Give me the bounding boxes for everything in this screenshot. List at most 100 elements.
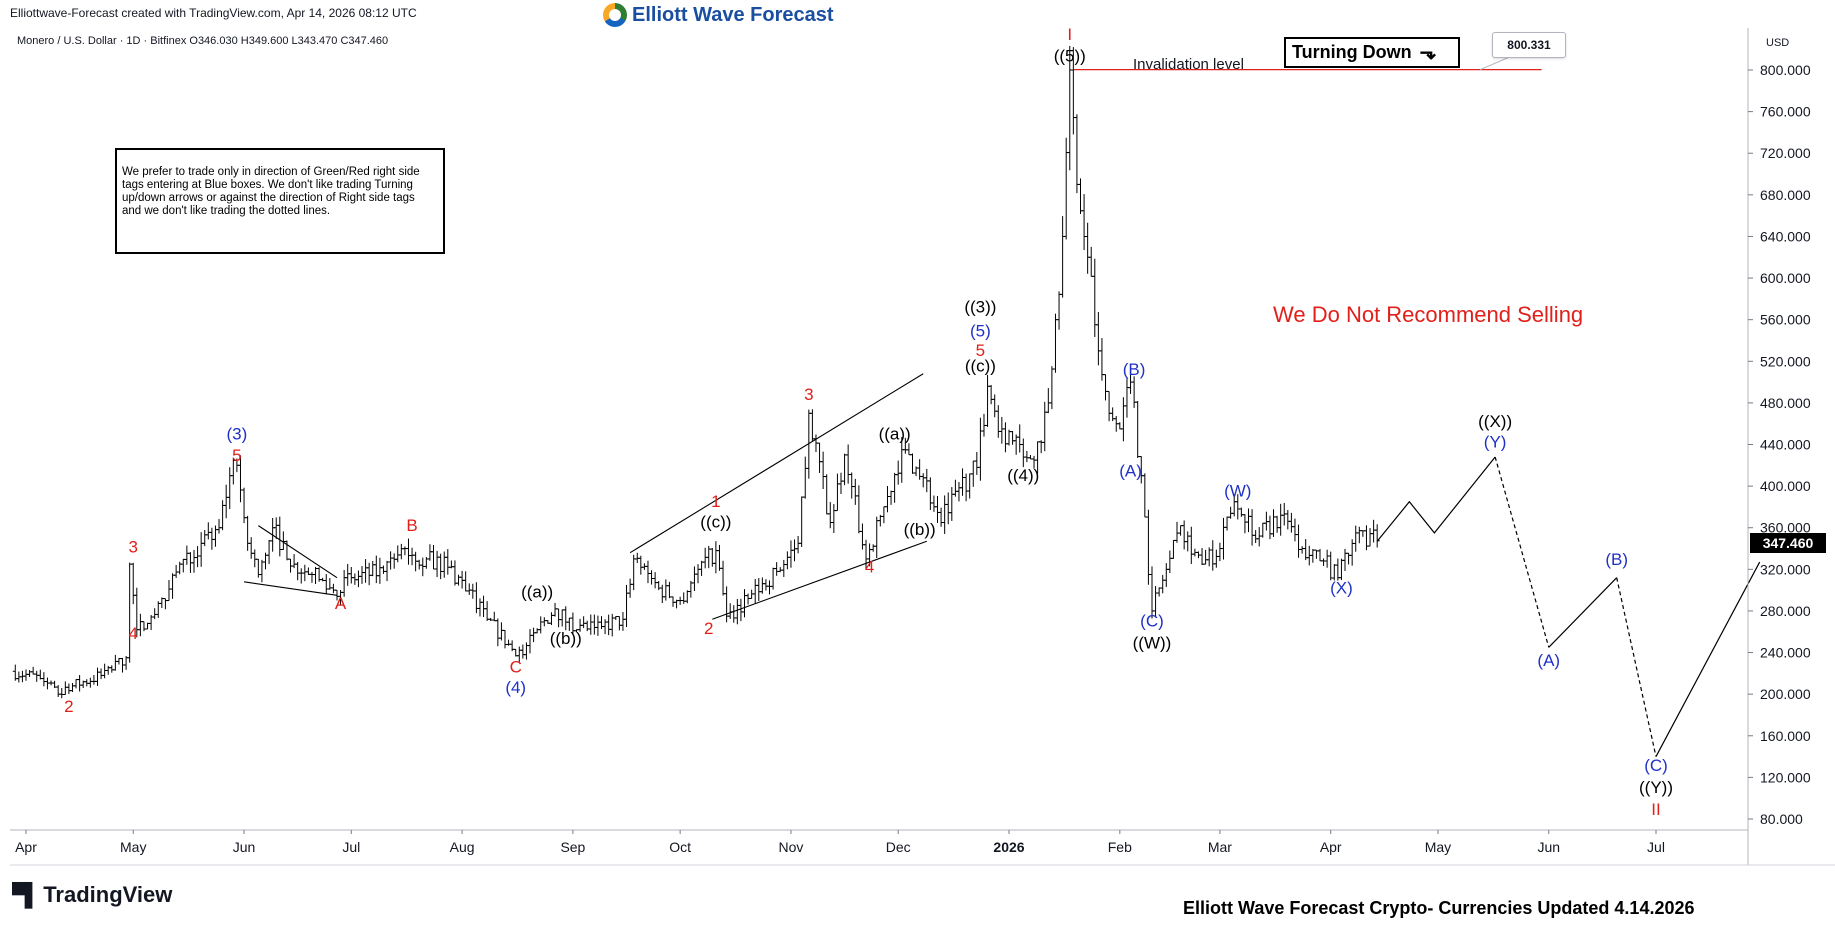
ohlc-bar [388, 551, 394, 570]
ohlc-bar [884, 486, 890, 513]
x-tick-label: Jun [1537, 839, 1560, 855]
ohlc-bar [398, 543, 404, 560]
symbol-info[interactable]: Monero / U.S. Dollar · 1D · Bitfinex O34… [17, 35, 389, 47]
ohlc-bar [809, 409, 815, 441]
ohlc-bar [1238, 507, 1244, 517]
ohlc-bar [591, 614, 597, 635]
ohlc-bar [942, 495, 948, 534]
ohlc-bar [638, 555, 644, 575]
trading-note: We prefer to trade only in direction of … [115, 148, 445, 254]
ohlc-bar [985, 374, 991, 427]
y-tick-label: 640.000 [1760, 228, 1811, 244]
ohlc-bar [588, 614, 594, 635]
ohlc-bar [1117, 422, 1123, 430]
ohlc-bar [599, 616, 605, 630]
ohlc-bar [1163, 563, 1169, 587]
ohlc-bar [112, 654, 118, 671]
projection-path [1376, 456, 1496, 542]
ohlc-bar [416, 559, 422, 570]
ohlc-bar [709, 547, 715, 567]
y-tick-label: 240.000 [1760, 645, 1811, 661]
ohlc-bar [974, 451, 980, 475]
wave-label: ((X)) [1478, 412, 1512, 431]
ohlc-bar [1120, 397, 1126, 442]
wave-label: B [406, 516, 417, 535]
brand-globe-icon [603, 3, 627, 27]
ohlc-bar [935, 496, 941, 523]
ohlc-bar [1267, 515, 1273, 540]
ohlc-bar [41, 672, 47, 687]
wave-label: (Y) [1484, 433, 1507, 452]
ohlc-bar [137, 613, 143, 637]
ohlc-bar [373, 555, 379, 584]
ohlc-bar [1020, 438, 1026, 468]
ohlc-bar [127, 562, 133, 663]
ohlc-bar [734, 598, 740, 625]
turning-down-tag: Turning Down ⬎ [1284, 37, 1460, 68]
ohlc-bar [1081, 194, 1087, 251]
ohlc-bar [999, 416, 1005, 444]
ohlc-bar [1167, 550, 1173, 574]
x-tick-label: Jul [342, 839, 360, 855]
ohlc-bar [202, 530, 208, 547]
x-tick-label: Nov [779, 839, 804, 855]
ohlc-bar [445, 549, 451, 575]
ohlc-bar [1346, 552, 1352, 565]
x-tick-label: Apr [15, 839, 37, 855]
ohlc-bar [534, 628, 540, 634]
ohlc-bar [1278, 503, 1284, 536]
ohlc-bar [1203, 549, 1209, 565]
ohlc-bar [273, 517, 279, 539]
y-tick-label: 160.000 [1760, 728, 1811, 744]
x-tick-label: 2026 [993, 839, 1024, 855]
ohlc-bar [87, 677, 93, 688]
ohlc-bar [874, 516, 880, 558]
tradingview-logo[interactable]: ▀▌ TradingView [12, 882, 172, 908]
ohlc-bar [881, 506, 887, 524]
ohlc-bar [699, 560, 705, 576]
ohlc-bar [556, 608, 562, 628]
turning-down-label: Turning Down [1292, 42, 1412, 62]
ohlc-bar [624, 584, 630, 628]
recommendation-text: We Do Not Recommend Selling [1273, 302, 1584, 327]
ohlc-bar [1085, 222, 1091, 274]
wave-label: I [1067, 25, 1072, 44]
y-tick-label: 520.000 [1760, 353, 1811, 369]
ohlc-bar [777, 567, 783, 573]
ohlc-bar [69, 682, 75, 692]
ohlc-bar [1217, 542, 1223, 562]
wave-label: ((a)) [521, 582, 553, 601]
ohlc-bar [1224, 516, 1230, 531]
ohlc-bar [702, 547, 708, 569]
ohlc-bar [1260, 522, 1266, 538]
trendline [243, 581, 338, 596]
wave-label: (4) [505, 678, 526, 697]
ohlc-bar [341, 569, 347, 597]
ohlc-bar [795, 535, 801, 554]
ohlc-bar [348, 566, 354, 584]
ohlc-bar [391, 553, 397, 569]
ohlc-bar [170, 573, 176, 599]
ohlc-bar [1170, 539, 1176, 559]
trendline [712, 540, 927, 620]
ohlc-bar [1124, 376, 1130, 418]
ohlc-bar [663, 579, 669, 601]
ohlc-bar [781, 559, 787, 577]
ohlc-bar [109, 665, 115, 673]
ohlc-bar [1371, 519, 1377, 543]
ohlc-bar [1185, 531, 1191, 552]
ohlc-bar [313, 566, 319, 585]
brand-logo: Elliott Wave Forecast [603, 2, 834, 28]
ohlc-bar [870, 544, 876, 552]
wave-label: (X) [1330, 578, 1353, 597]
wave-label: ((a)) [879, 424, 911, 443]
trend-down-icon: ⬎ [1419, 42, 1437, 64]
ohlc-bar [1074, 114, 1080, 194]
ohlc-bar [802, 456, 808, 499]
currency-label[interactable]: USD [1766, 37, 1790, 49]
ohlc-bar [295, 561, 301, 581]
projection-path [1655, 561, 1761, 757]
ohlc-bar [1077, 178, 1083, 215]
ohlc-bar [731, 605, 737, 623]
